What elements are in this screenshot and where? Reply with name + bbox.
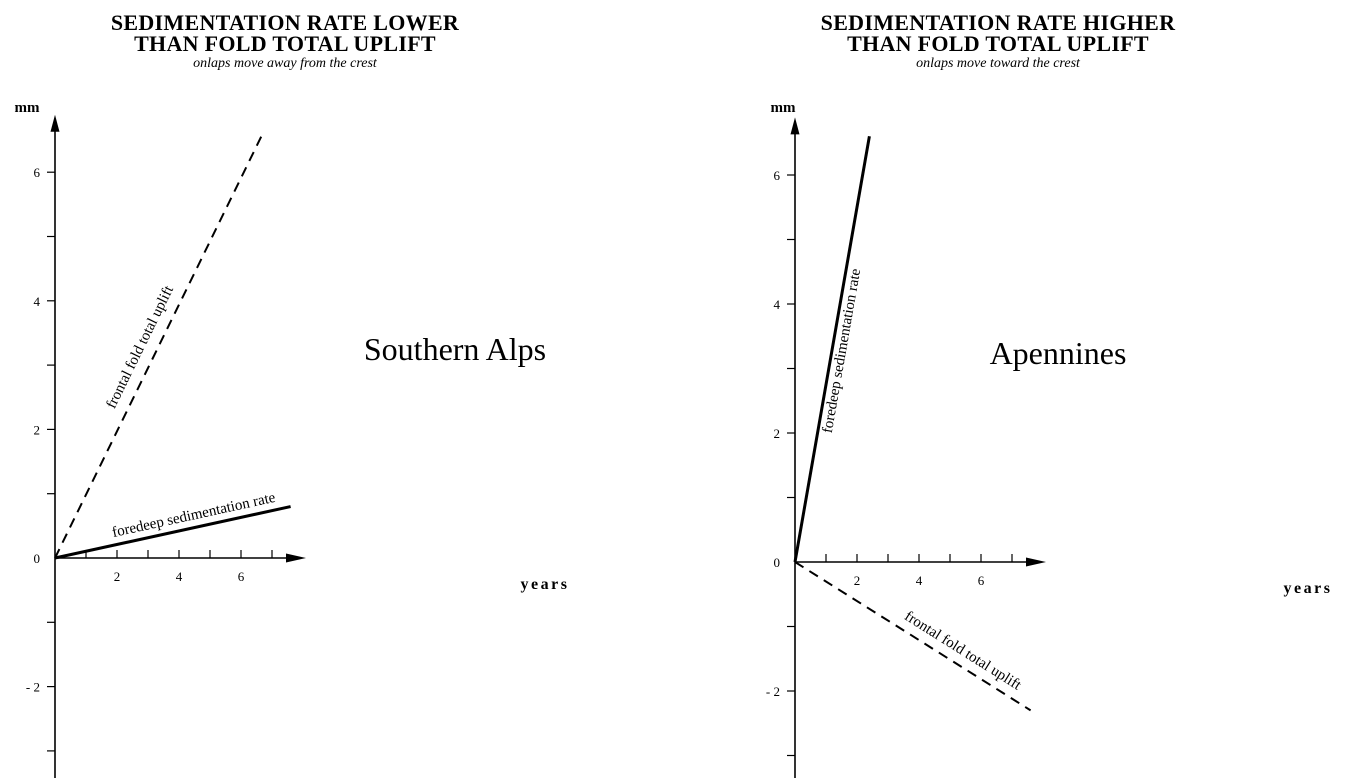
chart-title: SEDIMENTATION RATE HIGHER THAN FOLD TOTA… [748, 10, 1248, 56]
y-tick-label: 4 [34, 294, 41, 309]
y-tick-label: 2 [774, 426, 781, 441]
x-tick-label: 6 [978, 573, 985, 588]
y-tick-label: - 2 [766, 684, 780, 699]
chart-title-line-1: SEDIMENTATION RATE HIGHER [820, 10, 1176, 35]
y-axis-arrow-icon [790, 117, 800, 135]
chart-panel-southern-alps: SEDIMENTATION RATE LOWER THAN FOLD TOTAL… [15, 10, 570, 778]
x-tick-label: 2 [854, 573, 861, 588]
series-label: frontal fold total uplift [901, 608, 1024, 694]
series-line-frontal-fold-total-uplift [54, 133, 264, 559]
y-tick-label: - 2 [26, 680, 40, 695]
chart-title-line-2: THAN FOLD TOTAL UPLIFT [847, 31, 1149, 56]
series-line-foredeep-sedimentation-rate [793, 136, 871, 563]
series-label: frontal fold total uplift [104, 283, 178, 412]
series-line-foredeep-sedimentation-rate [54, 505, 291, 560]
x-axis-arrow-icon [1026, 557, 1046, 567]
chart-title: SEDIMENTATION RATE LOWER THAN FOLD TOTAL… [35, 10, 535, 56]
y-axis-arrow-icon [50, 114, 60, 132]
region-annotation: Apennines [990, 335, 1127, 371]
x-axis-label: years [521, 576, 570, 593]
chart-title-line-2: THAN FOLD TOTAL UPLIFT [134, 31, 436, 56]
y-axis-label: mm [771, 100, 796, 116]
chart-subtitle: onlaps move away from the crest [193, 56, 377, 71]
y-tick-label: 2 [34, 422, 41, 437]
chart-plot: 2 4 6 6 4 2 0 - 2 mm years frontal fold total upli… [15, 100, 570, 778]
x-tick-label: 2 [114, 569, 121, 584]
series-line-frontal-fold-total-uplift [794, 561, 1032, 712]
chart-subtitle: onlaps move toward the crest [916, 56, 1080, 71]
x-tick-label: 4 [916, 573, 923, 588]
y-tick-label: 0 [34, 551, 41, 566]
chart-title-line-1: SEDIMENTATION RATE LOWER [110, 10, 460, 35]
region-annotation: Southern Alps [364, 331, 546, 367]
x-axis-label: years [1284, 580, 1333, 597]
x-tick-label: 6 [238, 569, 245, 584]
y-tick-label: 6 [34, 165, 41, 180]
y-tick-label: 4 [774, 297, 781, 312]
y-tick-label: 0 [774, 555, 781, 570]
chart-panel-apennines: SEDIMENTATION RATE HIGHER THAN FOLD TOTA… [673, 0, 1346, 778]
x-tick-label: 4 [176, 569, 183, 584]
y-tick-label: 6 [774, 168, 781, 183]
x-axis-arrow-icon [286, 553, 306, 563]
y-axis-label: mm [15, 100, 40, 116]
